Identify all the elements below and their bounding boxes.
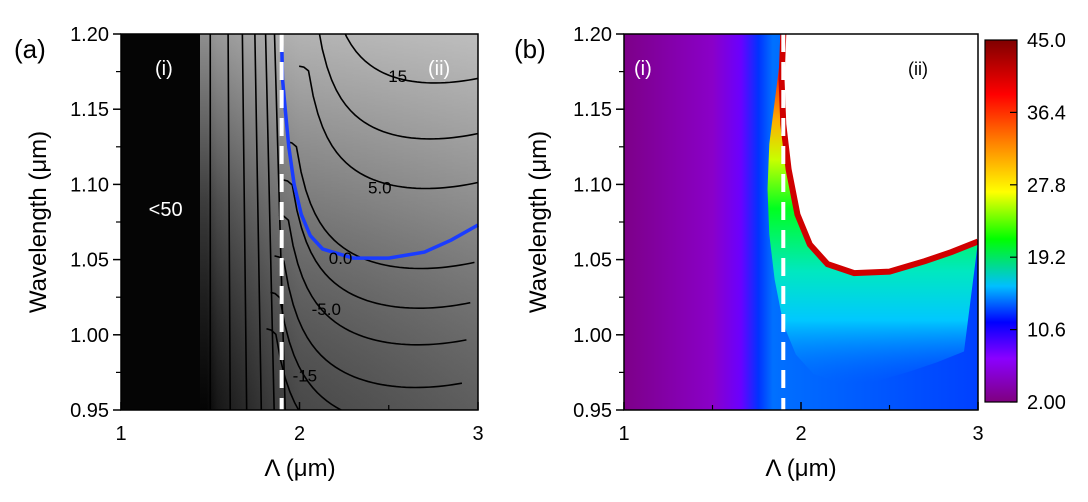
panel-b-region-ii: (ii) xyxy=(908,59,928,79)
colorbar-tick-label: 36.4 xyxy=(1027,102,1066,124)
panel-b-ytick-label: 1.15 xyxy=(573,99,612,121)
panel-b-ytick-label: 1.10 xyxy=(573,174,612,196)
panel-b-edge-highlight xyxy=(778,34,978,277)
panel-b-color-band xyxy=(767,34,978,384)
panel-a-xtick-label: 2 xyxy=(294,423,305,445)
panel-a-contour-line xyxy=(254,34,263,410)
panel-a-contour-line xyxy=(264,34,275,410)
panel-b-ytick-label: 1.00 xyxy=(573,325,612,347)
panel-a-contour-line xyxy=(274,255,463,389)
panel-a-ytick-label: 0.95 xyxy=(70,400,109,422)
panel-b-ylabel: Wavelength (μm) xyxy=(525,131,552,313)
panel-b-xlabel: Λ (μm) xyxy=(765,455,836,482)
panel-a-ytick-label: 1.15 xyxy=(70,99,109,121)
colorbar-tick-label: 19.2 xyxy=(1027,247,1066,269)
panel-a-contour-line xyxy=(329,0,516,25)
panel-a-xtick-label: 3 xyxy=(472,423,483,445)
panel-a-contour-line xyxy=(241,34,248,410)
panel-a-ytick-label: 1.10 xyxy=(70,174,109,196)
panel-a-contour-line xyxy=(286,140,475,270)
panel-a-contour-label: 15 xyxy=(388,67,407,86)
panel-a-shading xyxy=(200,34,478,410)
colorbar-tick-label: 10.6 xyxy=(1027,320,1066,342)
panel-a-contours xyxy=(209,0,516,410)
panel-b-xtick-label: 2 xyxy=(795,423,806,445)
panel-b: (i) (ii) (b) 1 2 3 0.95 1.00 1.05 1.10 1.15 1.20… xyxy=(514,24,1066,482)
panel-a-contour-label: -15 xyxy=(293,366,318,385)
colorbar-tick-label: 45.0 xyxy=(1027,30,1066,52)
panel-a-contour-line xyxy=(318,34,478,140)
panel-a-region-ii: (ii) xyxy=(428,58,450,80)
panel-a-contour-labels: <50 15 5.0 0.0 -5.0 -15 xyxy=(149,67,407,385)
panel-b-region-i: (i) xyxy=(634,58,652,80)
panel-b-axes: 1 2 3 0.95 1.00 1.05 1.10 1.15 1.20 xyxy=(573,24,984,445)
panel-a-ytick-label: 1.20 xyxy=(70,24,109,46)
panel-b-ytick-label: 0.95 xyxy=(573,400,612,422)
panel-a-contour-label: 0.0 xyxy=(329,249,353,268)
panel-a-ytick-label: 1.05 xyxy=(70,250,109,272)
panel-a-label: (a) xyxy=(14,34,46,64)
panel-a-contour-line xyxy=(278,214,467,346)
panel-a-contour-label: <50 xyxy=(149,199,183,221)
colorbar-tick-label: 27.8 xyxy=(1027,175,1066,197)
panel-b-ytick-label: 1.20 xyxy=(573,24,612,46)
panel-b-label: (b) xyxy=(514,34,546,64)
colorbar xyxy=(984,39,1018,403)
panel-b-xtick-label: 1 xyxy=(618,423,629,445)
panel-b-ytick-label: 1.05 xyxy=(573,250,612,272)
panel-a-contour-line xyxy=(270,291,343,410)
panel-b-xtick-label: 3 xyxy=(972,423,983,445)
panel-a-contour-line xyxy=(266,327,300,410)
panel-a-xlabel: Λ (μm) xyxy=(264,455,335,482)
colorbar-tick-label: 2.00 xyxy=(1027,392,1066,414)
panel-a-xtick-label: 1 xyxy=(115,423,126,445)
panel-a-contour-label: 5.0 xyxy=(368,178,392,197)
panel-a-contour-line xyxy=(344,34,478,84)
panel-a-ylabel: Wavelength (μm) xyxy=(25,131,52,313)
panel-a-contour-label: -5.0 xyxy=(312,300,341,319)
panel-a-region-i: (i) xyxy=(155,58,173,80)
panel-a-axes: 1 2 3 0.95 1.00 1.05 1.10 1.15 1.20 xyxy=(70,24,484,445)
panel-a-ytick-label: 1.00 xyxy=(70,325,109,347)
panel-b-cutoff-region xyxy=(781,34,978,274)
panel-a-contour-line xyxy=(227,34,232,410)
colorbar-ticks: 45.0 36.4 27.8 19.2 10.6 2.00 xyxy=(1010,30,1066,414)
zero-contour-line xyxy=(279,39,479,260)
panel-a-contour-line xyxy=(282,179,471,309)
panel-a-contour-line xyxy=(298,65,478,190)
